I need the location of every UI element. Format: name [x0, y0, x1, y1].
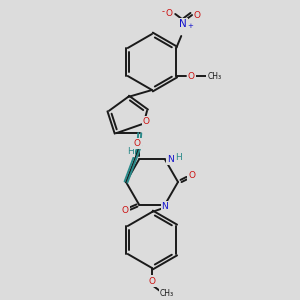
Text: H: H: [176, 153, 182, 162]
Text: CH₃: CH₃: [207, 71, 221, 80]
Text: N: N: [167, 155, 173, 164]
Text: O: O: [194, 11, 201, 20]
Text: CH₃: CH₃: [160, 290, 174, 298]
Text: N: N: [179, 19, 187, 29]
Text: O: O: [166, 10, 173, 19]
Text: H: H: [128, 147, 134, 156]
Text: +: +: [187, 23, 193, 29]
Text: O: O: [122, 206, 128, 215]
Text: O: O: [148, 277, 155, 286]
Text: O: O: [188, 172, 196, 181]
Text: O: O: [188, 71, 195, 80]
Text: O: O: [134, 139, 140, 148]
Text: -: -: [162, 8, 165, 16]
Text: N: N: [162, 202, 168, 211]
Text: O: O: [143, 118, 150, 127]
